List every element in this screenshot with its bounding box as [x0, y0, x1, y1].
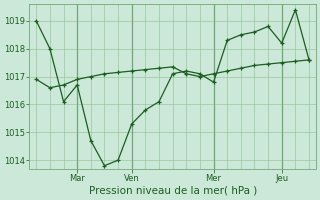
- X-axis label: Pression niveau de la mer( hPa ): Pression niveau de la mer( hPa ): [89, 186, 257, 196]
